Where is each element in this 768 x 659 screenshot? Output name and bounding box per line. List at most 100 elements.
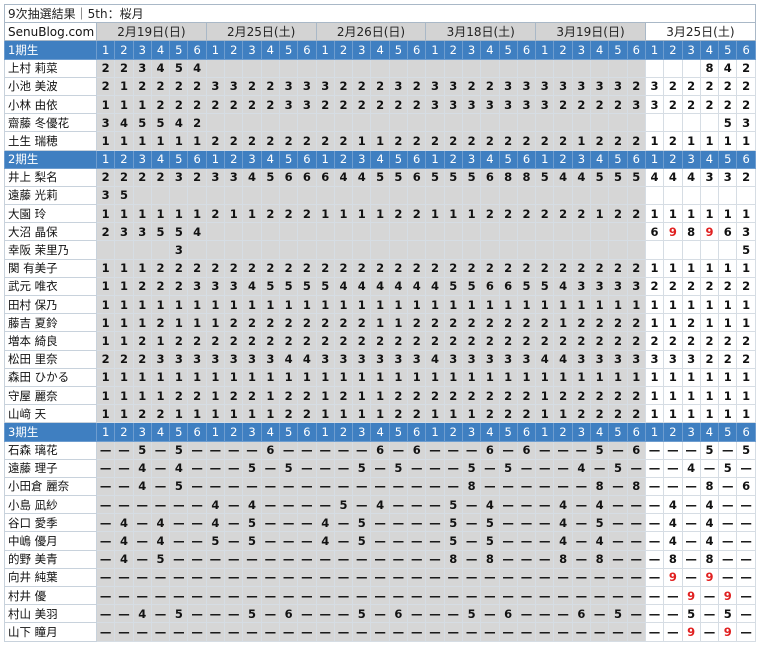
- lottery-value-cell: [663, 113, 683, 133]
- lottery-value-cell: —: [352, 476, 372, 497]
- lottery-value-cell: [443, 222, 463, 242]
- lottery-value-cell: —: [644, 604, 665, 624]
- lottery-value-cell: —: [608, 567, 628, 588]
- part-number-header: 6: [626, 149, 646, 169]
- lottery-value-cell: —: [187, 495, 207, 515]
- lottery-value-cell: 1: [736, 294, 756, 315]
- lottery-value-cell: —: [407, 531, 427, 551]
- lottery-value-cell: 6: [480, 167, 500, 187]
- lottery-value-cell: 2: [278, 331, 299, 351]
- lottery-value-cell: 1: [681, 404, 701, 424]
- lottery-value-cell: 4: [315, 531, 335, 551]
- member-row: 武元 唯衣 1 1 2 2 2 3 3 3 4 5 5 5 5 4 4 4 4 4 4 5 5 6 6 5 5 4 3 3 3 3 2 2 2 2 2…: [4, 276, 756, 297]
- lottery-value-cell: 2: [388, 204, 409, 224]
- lottery-value-cell: —: [169, 567, 189, 588]
- lottery-value-cell: [297, 222, 317, 242]
- lottery-value-cell: 8: [699, 58, 720, 78]
- lottery-value-cell: —: [315, 476, 335, 497]
- lottery-value-cell: 2: [590, 404, 610, 424]
- lottery-value-cell: [333, 222, 354, 242]
- lottery-value-cell: 3: [443, 94, 463, 115]
- lottery-value-cell: —: [278, 585, 299, 606]
- lottery-value-cell: 5: [498, 458, 518, 478]
- lottery-value-cell: 1: [333, 367, 354, 387]
- part-number-header: 4: [150, 149, 171, 169]
- lottery-value-cell: 1: [535, 367, 555, 387]
- member-row: 遠藤 光莉 3 5: [4, 185, 756, 206]
- lottery-value-cell: —: [425, 476, 445, 497]
- lottery-value-cell: 3: [608, 349, 628, 369]
- lottery-value-cell: 3: [644, 76, 665, 96]
- lottery-value-cell: 8: [498, 167, 518, 187]
- lottery-value-cell: 1: [553, 404, 573, 424]
- lottery-value-cell: 2: [736, 331, 756, 351]
- lottery-value-cell: —: [242, 622, 262, 642]
- lottery-value-cell: —: [388, 495, 409, 515]
- lottery-value-cell: 1: [388, 294, 409, 315]
- member-name: 幸阪 茉里乃: [4, 240, 97, 260]
- lottery-value-cell: 1: [699, 404, 720, 424]
- lottery-value-cell: 2: [114, 58, 134, 78]
- part-number-header: 2: [443, 422, 463, 442]
- lottery-value-cell: 5: [736, 440, 756, 460]
- lottery-value-cell: —: [699, 458, 720, 478]
- lottery-value-cell: 1: [187, 294, 207, 315]
- lottery-value-cell: 2: [626, 404, 646, 424]
- results-table: 9次抽選結果｜5th：桜月 SenuBlog.com 2月19日(日) 2月25日…: [4, 3, 756, 642]
- lottery-value-cell: [571, 222, 592, 242]
- part-number-header: 6: [297, 149, 317, 169]
- lottery-value-cell: 2: [553, 204, 573, 224]
- lottery-value-cell: 1: [114, 331, 134, 351]
- lottery-value-cell: 2: [718, 94, 738, 115]
- lottery-value-cell: 2: [407, 313, 427, 333]
- lottery-value-cell: 6: [407, 440, 427, 460]
- lottery-value-cell: 2: [242, 385, 262, 406]
- lottery-value-cell: [278, 113, 299, 133]
- lottery-value-cell: 1: [260, 294, 280, 315]
- lottery-value-cell: 1: [425, 294, 445, 315]
- lottery-value-cell: 3: [150, 349, 171, 369]
- lottery-value-cell: 4: [150, 513, 171, 533]
- part-number-header: 1: [644, 40, 665, 60]
- lottery-value-cell: [608, 58, 628, 78]
- member-name: 遠藤 光莉: [4, 185, 97, 206]
- part-number-header: 3: [461, 149, 482, 169]
- lottery-value-cell: 2: [370, 76, 390, 96]
- member-row: 小田倉 麗奈 — —4—5— — — — — — — — — — — — — — —8— — — — — —8—8— — —8…: [4, 476, 756, 497]
- lottery-value-cell: —: [388, 476, 409, 497]
- lottery-value-cell: 1: [278, 367, 299, 387]
- part-number-header: 2: [114, 422, 134, 442]
- lottery-value-cell: 1: [388, 313, 409, 333]
- lottery-value-cell: 1: [718, 294, 738, 315]
- part-number-header: 4: [370, 149, 390, 169]
- lottery-value-cell: —: [461, 622, 482, 642]
- lottery-value-cell: —: [205, 567, 226, 588]
- lottery-value-cell: 6: [315, 167, 335, 187]
- lottery-value-cell: —: [95, 476, 116, 497]
- lottery-value-cell: —: [132, 513, 152, 533]
- lottery-value-cell: 2: [260, 94, 280, 115]
- lottery-value-cell: 4: [553, 513, 573, 533]
- lottery-value-cell: 2: [553, 94, 573, 115]
- lottery-value-cell: 9: [681, 622, 701, 642]
- lottery-value-cell: —: [571, 585, 592, 606]
- lottery-value-cell: 1: [553, 294, 573, 315]
- lottery-value-cell: 5: [260, 167, 280, 187]
- part-number-header: 1: [425, 422, 445, 442]
- part-number-header: 4: [150, 40, 171, 60]
- lottery-value-cell: 1: [461, 204, 482, 224]
- member-name: 小林 由依: [4, 94, 97, 115]
- lottery-value-cell: [260, 222, 280, 242]
- lottery-value-cell: 2: [718, 276, 738, 297]
- part-number-header: 3: [352, 40, 372, 60]
- lottery-value-cell: —: [681, 440, 701, 460]
- lottery-value-cell: —: [278, 567, 299, 588]
- lottery-value-cell: —: [626, 549, 646, 569]
- part-number-header: 6: [516, 149, 537, 169]
- lottery-value-cell: 6: [571, 604, 592, 624]
- lottery-value-cell: —: [260, 513, 280, 533]
- lottery-value-cell: [608, 240, 628, 260]
- lottery-value-cell: 2: [736, 58, 756, 78]
- lottery-value-cell: 2: [242, 331, 262, 351]
- site-name[interactable]: SenuBlog.com: [4, 22, 97, 42]
